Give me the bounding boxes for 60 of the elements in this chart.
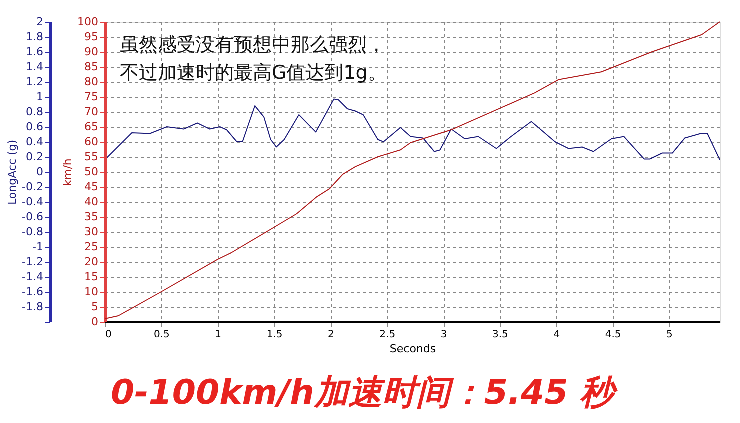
y-tick-label: -0.8: [22, 226, 44, 238]
x-tick-label: 2.5: [380, 330, 396, 340]
y-tick-label: 2: [36, 16, 44, 28]
x-tick-label: 2: [328, 330, 334, 340]
y2-axis-title: km/h: [62, 158, 75, 186]
y2-tick-label: 0: [92, 316, 98, 328]
y-tick-label: 0: [36, 166, 44, 178]
y-tick-label: -0.6: [22, 210, 44, 224]
y-tick-label: 0.4: [26, 136, 44, 148]
x-tick-label: 4: [554, 330, 560, 340]
y2-tick-label: 80: [84, 76, 98, 88]
y-tick-label: -0.2: [22, 180, 44, 194]
y2-tick-label: 85: [84, 60, 98, 74]
y2-tick-label: 40: [84, 196, 98, 208]
y2-tick-label: 50: [84, 166, 98, 178]
x-tick-label: 3.5: [492, 330, 508, 340]
x-tick-label: 0: [106, 330, 112, 340]
y-tick-label: -0.4: [22, 196, 44, 208]
y-tick-label: 1: [36, 90, 44, 104]
x-tick-label: 1: [215, 330, 222, 340]
y-tick-label: 1.6: [26, 46, 44, 58]
y-tick-label: -1.6: [22, 286, 44, 298]
x-axis-title: Seconds: [390, 342, 436, 356]
y2-tick-label: 75: [84, 90, 98, 104]
line-series: [106, 98, 720, 160]
y-tick-label: 0.6: [26, 120, 44, 134]
y-tick-label: -1.2: [22, 256, 44, 268]
y-tick-label: -1.4: [22, 270, 44, 284]
y-tick-label: -1: [32, 240, 44, 254]
y-tick-label: 0.2: [26, 150, 44, 164]
y-tick-label: 1.4: [26, 60, 44, 74]
y-axis-title: LongAcc (g): [6, 140, 20, 206]
y2-tick-label: 35: [84, 210, 98, 224]
annotation: 虽然感受没有预想中那么强烈，: [120, 34, 386, 56]
y2-tick-label: 55: [84, 150, 98, 164]
y2-tick-label: 65: [84, 120, 98, 134]
y2-tick-label: 25: [84, 240, 98, 254]
y2-tick-label: 45: [84, 180, 98, 194]
y-tick-label: 1.2: [26, 76, 44, 88]
line-series: [104, 22, 720, 320]
y2-tick-label: 30: [84, 226, 98, 238]
y2-tick-label: 15: [84, 270, 98, 284]
y2-tick-label: 5: [92, 300, 98, 314]
annotation: 不过加速时的最高G值达到1g。: [120, 62, 387, 84]
x-tick-label: 4.5: [605, 330, 622, 340]
y2-tick-label: 95: [84, 30, 98, 44]
text: 0-100km/h加速时间：5.45 秒: [110, 373, 618, 413]
y-tick-label: -1.8: [22, 300, 44, 314]
y2-tick-label: 60: [84, 136, 98, 148]
x-tick-label: 5: [666, 330, 673, 340]
y-tick-label: 0.8: [26, 106, 44, 118]
x-tick-label: 1.5: [266, 330, 283, 340]
x-tick-label: 0.5: [154, 330, 170, 340]
y2-tick-label: 70: [84, 106, 98, 118]
y2-tick-label: 100: [78, 16, 98, 28]
x-tick-label: 3: [440, 330, 448, 340]
y2-tick-label: 20: [84, 256, 98, 268]
y2-tick-label: 10: [84, 286, 98, 298]
y-tick-label: 1.8: [26, 30, 44, 44]
y2-tick-label: 90: [84, 46, 98, 58]
